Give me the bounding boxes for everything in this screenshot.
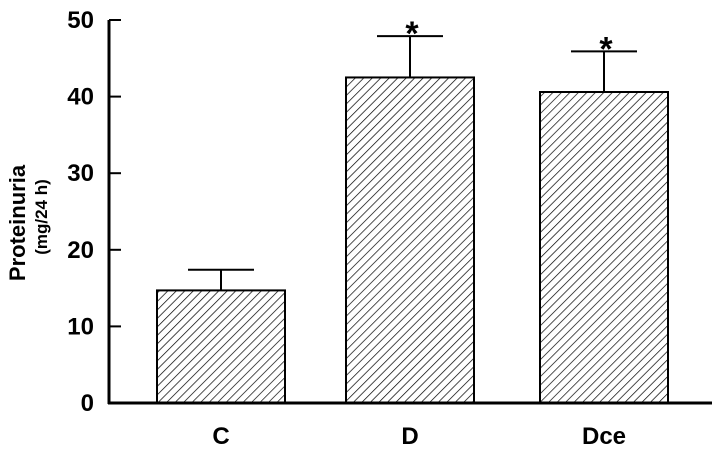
x-tick-label-dce: Dce [582, 423, 626, 450]
x-ticks: C D Dce [212, 423, 626, 450]
y-tick-label-10: 10 [67, 313, 94, 340]
significance-star-d: * [405, 15, 419, 53]
error-bar-dce [571, 50, 637, 93]
y-ticks: 0 10 20 30 40 50 [67, 7, 121, 417]
y-tick-label-30: 30 [67, 160, 94, 187]
y-tick-label-50: 50 [67, 7, 94, 34]
bar-c [156, 289, 286, 405]
bar-dce [539, 91, 669, 404]
significance-star-dce: * [599, 30, 613, 68]
y-tick-label-40: 40 [67, 84, 94, 111]
y-axis-label: Proteinuria (mg/24 h) [5, 164, 51, 281]
x-tick-label-d: D [401, 423, 418, 450]
error-bar-c [188, 268, 254, 291]
y-axis-unit: (mg/24 h) [32, 179, 51, 255]
x-tick-label-c: C [212, 423, 229, 450]
y-tick-label-0: 0 [81, 390, 94, 417]
y-tick-label-20: 20 [67, 237, 94, 264]
significance-markers: * * [405, 15, 613, 68]
y-axis-title: Proteinuria [5, 164, 30, 281]
bar-d [345, 76, 475, 404]
error-bars [188, 35, 637, 291]
bars [156, 76, 669, 405]
error-bar-d [377, 35, 443, 78]
